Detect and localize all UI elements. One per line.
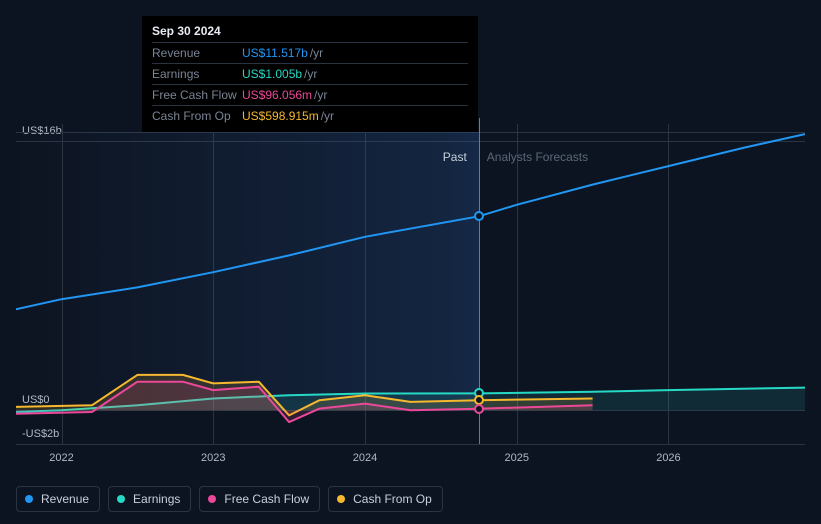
tooltip-metric-label: Free Cash Flow: [152, 88, 242, 102]
forecast-label: Analysts Forecasts: [487, 150, 588, 164]
tooltip-unit: /yr: [321, 109, 334, 123]
cursor-dot-revenue: [474, 211, 484, 221]
tooltip-row: Cash From OpUS$598.915m/yr: [152, 105, 468, 126]
x-axis-tick-label: 2023: [201, 452, 225, 464]
tooltip-date: Sep 30 2024: [152, 24, 468, 38]
legend: Revenue Earnings Free Cash Flow Cash From O…: [16, 486, 443, 512]
legend-item-earnings[interactable]: Earnings: [108, 486, 191, 512]
tooltip-value: US$598.915m: [242, 109, 319, 123]
tooltip-unit: /yr: [304, 67, 317, 81]
x-axis-tick-label: 2025: [504, 452, 528, 464]
cursor-dot-free_cash_flow: [474, 404, 484, 414]
tooltip-value: US$96.056m: [242, 88, 312, 102]
legend-dot-icon: [208, 495, 216, 503]
grid-line-vertical: [517, 124, 518, 444]
tooltip-unit: /yr: [314, 88, 327, 102]
tooltip-row: EarningsUS$1.005b/yr: [152, 63, 468, 84]
y-axis-tick-label: -US$2b: [22, 428, 59, 440]
grid-line-horizontal: [16, 410, 805, 411]
legend-item-label: Revenue: [41, 492, 89, 506]
x-axis-tick-label: 2024: [353, 452, 377, 464]
grid-line-vertical: [668, 124, 669, 444]
legend-dot-icon: [25, 495, 33, 503]
legend-item-free_cash_flow[interactable]: Free Cash Flow: [199, 486, 320, 512]
tooltip-value: US$1.005b: [242, 67, 302, 81]
legend-item-cash_from_op[interactable]: Cash From Op: [328, 486, 443, 512]
tooltip-unit: /yr: [310, 46, 323, 60]
legend-dot-icon: [117, 495, 125, 503]
legend-item-revenue[interactable]: Revenue: [16, 486, 100, 512]
tooltip-metric-label: Revenue: [152, 46, 242, 60]
tooltip-row: Free Cash FlowUS$96.056m/yr: [152, 84, 468, 105]
tooltip-metric-label: Cash From Op: [152, 109, 242, 123]
x-axis-tick-label: 2022: [49, 452, 73, 464]
past-period-highlight: [16, 132, 479, 410]
past-label: Past: [443, 150, 467, 164]
x-axis-tick-label: 2026: [656, 452, 680, 464]
legend-item-label: Free Cash Flow: [224, 492, 309, 506]
tooltip-metric-label: Earnings: [152, 67, 242, 81]
legend-dot-icon: [337, 495, 345, 503]
tooltip-row: RevenueUS$11.517b/yr: [152, 42, 468, 63]
legend-item-label: Earnings: [133, 492, 180, 506]
legend-item-label: Cash From Op: [353, 492, 432, 506]
tooltip-value: US$11.517b: [242, 46, 308, 60]
grid-line-horizontal: [16, 444, 805, 445]
tooltip: Sep 30 2024 RevenueUS$11.517b/yrEarnings…: [142, 16, 478, 132]
